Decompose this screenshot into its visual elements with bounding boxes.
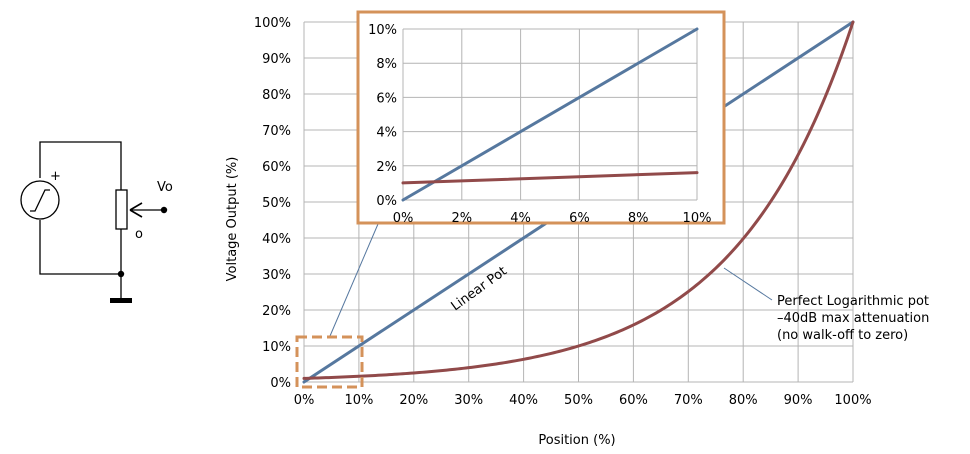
main-y-tick-label: 80% (262, 88, 291, 103)
main-x-tick-label: 80% (729, 393, 758, 408)
main-y-tick-label: 10% (262, 340, 291, 355)
wiper-o-label: o (135, 227, 143, 242)
main-y-axis-label: Voltage Output (%) (225, 157, 240, 282)
output-terminal (160, 206, 168, 214)
inset-x-tick-label: 10% (683, 211, 712, 226)
main-y-tick-labels: 0% 10% 20% 30% 40% 50% 60% 70% 80% 90% 100% (254, 16, 291, 391)
schematic-plus-label: + (50, 169, 61, 184)
inset-series-log (401, 171, 699, 185)
main-y-tick-label: 50% (262, 196, 291, 211)
inset-y-tick-label: 4% (376, 126, 397, 141)
main-x-tick-label: 100% (834, 393, 871, 408)
log-annotation-leader (723, 267, 773, 301)
main-x-tick-label: 60% (619, 393, 648, 408)
zoom-leader-line (329, 223, 379, 337)
inset-x-tick-label: 0% (393, 211, 414, 226)
inset-x-tick-label: 6% (569, 211, 590, 226)
main-x-tick-labels: 0% 10% 20% 30% 40% 50% 60% 70% 80% 90% 100% (294, 393, 872, 408)
inset-y-tick-labels: 0% 2% 4% 6% 8% 10% (368, 23, 397, 209)
main-y-tick-label: 60% (262, 160, 291, 175)
zoom-region-box (295, 335, 364, 389)
inset-series-linear (401, 27, 699, 202)
main-x-tick-label: 10% (344, 393, 373, 408)
main-x-tick-label: 30% (454, 393, 483, 408)
inset-x-tick-labels: 0% 2% 4% 6% 8% 10% (393, 211, 712, 226)
linear-pot-label: Linear Pot (449, 264, 510, 314)
main-y-tick-label: 70% (262, 124, 291, 139)
main-x-tick-label: 70% (674, 393, 703, 408)
main-series-log (302, 20, 855, 380)
potentiometer-symbol (115, 189, 128, 230)
inset-y-tick-label: 10% (368, 23, 397, 38)
inset-y-tick-label: 0% (376, 194, 397, 209)
main-y-tick-label: 0% (270, 376, 291, 391)
inset-chart: 0% 2% 4% 6% 8% 10% 0% 2% 4% 6% 8% 10% (356, 10, 726, 226)
ground-symbol (110, 298, 132, 303)
log-annotation-line-3: (no walk-off to zero) (777, 328, 908, 343)
main-x-axis-label: Position (%) (538, 433, 615, 448)
inset-y-tick-label: 8% (376, 57, 397, 72)
log-annotation-line-2: –40dB max attenuation (777, 311, 929, 326)
main-y-tick-label: 100% (254, 16, 291, 31)
inset-series (401, 27, 699, 202)
vo-label: Vo (157, 180, 173, 195)
schematic-wire-bottom (39, 220, 122, 275)
inset-x-tick-label: 8% (628, 211, 649, 226)
log-annotation-line-1: Perfect Logarithmic pot (777, 294, 929, 309)
wiper-arrow-icon (129, 202, 143, 218)
main-chart: 0% 10% 20% 30% 40% 50% 60% 70% 80% 90% 100% 0% 10% 2… (225, 16, 929, 448)
main-x-tick-label: 40% (509, 393, 538, 408)
main-y-tick-label: 40% (262, 232, 291, 247)
inset-y-tick-label: 6% (376, 91, 397, 106)
schematic-wire-top (39, 141, 122, 190)
ramp-waveform-icon (30, 189, 50, 212)
main-y-tick-label: 20% (262, 304, 291, 319)
inset-x-tick-label: 2% (451, 211, 472, 226)
main-x-tick-label: 20% (399, 393, 428, 408)
main-x-tick-label: 0% (294, 393, 315, 408)
main-y-tick-label: 90% (262, 52, 291, 67)
main-x-tick-label: 50% (564, 393, 593, 408)
schematic: + Vo o (20, 141, 173, 303)
inset-y-tick-label: 2% (376, 160, 397, 175)
inset-x-tick-label: 4% (510, 211, 531, 226)
main-y-tick-label: 30% (262, 268, 291, 283)
main-x-tick-label: 90% (784, 393, 813, 408)
